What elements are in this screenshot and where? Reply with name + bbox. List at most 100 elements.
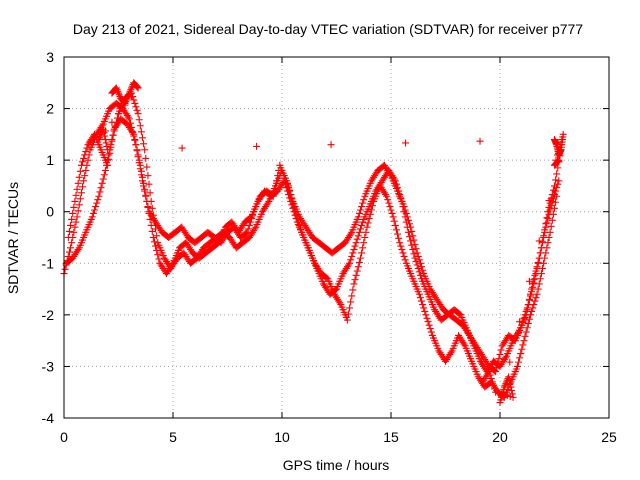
data-point: [391, 177, 399, 185]
data-point: [548, 216, 556, 224]
data-point: [140, 179, 148, 187]
data-point: [515, 328, 523, 336]
data-point: [134, 110, 142, 118]
data-point: [351, 242, 359, 250]
data-point: [476, 137, 484, 145]
data-point: [519, 341, 527, 349]
data-point: [424, 318, 432, 326]
data-point: [242, 229, 250, 237]
data-point: [152, 242, 160, 250]
data-point: [61, 265, 69, 273]
data-point: [418, 297, 426, 305]
data-point: [423, 314, 431, 322]
data-point: [392, 180, 400, 188]
grid: [64, 57, 609, 418]
data-point: [534, 285, 542, 293]
data-point: [521, 332, 529, 340]
data-point: [142, 154, 150, 162]
data-point: [540, 259, 548, 267]
data-point: [547, 202, 555, 210]
data-point: [389, 213, 397, 221]
data-point: [500, 391, 508, 399]
data-point: [150, 238, 158, 246]
data-point: [354, 263, 362, 271]
data-point: [101, 136, 109, 144]
data-point: [500, 383, 508, 391]
data-point: [150, 218, 158, 226]
data-point: [122, 96, 130, 104]
data-point: [132, 141, 140, 149]
data-point: [554, 157, 562, 165]
data-point: [427, 328, 435, 336]
data-point: [410, 250, 418, 258]
data-point: [93, 199, 101, 207]
data-point: [390, 217, 398, 225]
data-point: [508, 386, 516, 394]
data-point: [136, 122, 144, 130]
data-point: [68, 239, 76, 247]
data-point: [388, 209, 396, 217]
data-point: [94, 196, 102, 204]
data-point: [359, 199, 367, 207]
data-point: [128, 93, 136, 101]
data-point: [143, 163, 151, 171]
data-point: [418, 263, 426, 271]
y-tick-label: 1: [46, 152, 54, 168]
data-point: [280, 177, 288, 185]
data-point: [396, 239, 404, 247]
data-point: [509, 393, 517, 401]
data-point: [358, 203, 366, 211]
data-point: [129, 129, 137, 137]
data-point: [71, 223, 79, 231]
data-point: [539, 239, 547, 247]
data-point: [291, 211, 299, 219]
data-point: [132, 103, 140, 111]
data-point: [153, 232, 161, 240]
data-point: [553, 158, 561, 166]
data-point: [522, 328, 530, 336]
data-point: [408, 241, 416, 249]
y-tick-label: -2: [42, 307, 55, 323]
data-point: [130, 130, 138, 138]
data-point: [127, 86, 135, 94]
data-point: [384, 196, 392, 204]
data-point: [395, 234, 403, 242]
data-point: [506, 393, 514, 401]
data-point: [525, 315, 533, 323]
data-point: [523, 324, 531, 332]
data-point: [533, 290, 541, 298]
data-point: [96, 134, 104, 142]
data-point: [533, 263, 541, 271]
data-point: [347, 256, 355, 264]
data-point: [400, 208, 408, 216]
data-point: [286, 194, 294, 202]
data-point: [76, 195, 84, 203]
data-point: [398, 246, 406, 254]
y-tick-label: -4: [42, 410, 55, 426]
data-point: [115, 91, 123, 99]
data-point: [411, 254, 419, 262]
data-point: [65, 227, 73, 235]
data-point: [391, 221, 399, 229]
data-point: [479, 378, 487, 386]
data-point: [149, 234, 157, 241]
data-point: [541, 228, 549, 236]
data-point: [142, 191, 150, 199]
data-point: [136, 161, 144, 169]
data-point: [76, 167, 84, 175]
data-point: [112, 84, 120, 92]
data-point: [552, 198, 560, 206]
data-point: [410, 236, 418, 244]
data-point: [530, 276, 538, 284]
x-tick-label: 0: [60, 429, 68, 445]
data-point: [168, 261, 176, 269]
data-point: [74, 207, 82, 215]
data-point: [103, 142, 111, 150]
data-point: [292, 215, 300, 223]
data-point: [128, 84, 136, 92]
data-point: [506, 358, 514, 366]
data-point: [75, 201, 83, 209]
data-point: [480, 376, 488, 384]
data-point: [406, 233, 414, 241]
data-point: [98, 179, 106, 187]
